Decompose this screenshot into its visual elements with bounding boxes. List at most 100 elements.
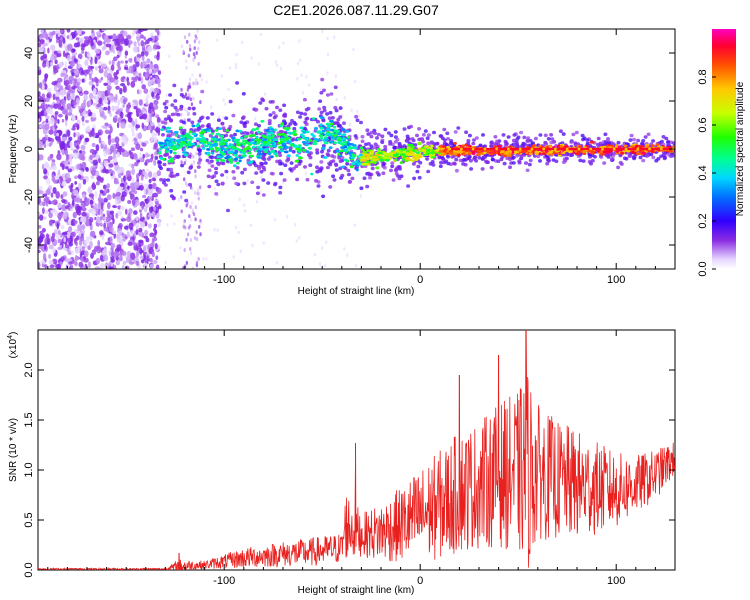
signal-cell: [389, 153, 394, 157]
signal-cell: [456, 126, 461, 130]
signal-cell: [397, 176, 402, 181]
noise-dot: [318, 262, 322, 266]
signal-cell: [525, 138, 530, 143]
signal-cell: [462, 152, 466, 156]
signal-cell: [651, 139, 656, 143]
signal-cell: [295, 154, 299, 157]
noise-dot: [75, 37, 80, 41]
noise-dot: [127, 212, 131, 220]
signal-cell: [546, 137, 551, 141]
signal-cell: [466, 139, 471, 143]
noise-dot: [128, 222, 134, 230]
noise-dot: [72, 48, 76, 52]
signal-cell: [428, 153, 433, 157]
signal-cell: [327, 133, 332, 137]
noise-dot: [97, 239, 101, 248]
signal-cell: [285, 145, 289, 149]
noise-dot: [68, 136, 73, 141]
signal-line-dot: [659, 147, 663, 151]
signal-cell: [414, 149, 419, 153]
signal-cell: [402, 127, 407, 131]
noise-dot: [354, 263, 358, 268]
signal-cell: [270, 172, 275, 176]
noise-dot: [94, 190, 98, 199]
signal-cell: [337, 141, 342, 145]
noise-dot: [218, 115, 221, 119]
signal-cell: [279, 124, 283, 128]
signal-cell: [323, 136, 328, 140]
noise-dot: [128, 42, 131, 48]
noise-dot: [138, 29, 145, 33]
noise-dot: [148, 68, 153, 74]
noise-dot: [48, 129, 54, 135]
signal-cell: [173, 130, 179, 134]
noise-dot: [190, 201, 194, 205]
noise-dot: [183, 35, 187, 40]
signal-cell: [273, 182, 277, 187]
noise-dot: [50, 192, 54, 198]
noise-dot: [62, 191, 68, 197]
signal-cell: [338, 115, 343, 119]
noise-dot: [136, 89, 140, 95]
noise-dot: [119, 60, 124, 64]
noise-dot: [57, 77, 63, 83]
signal-cell: [166, 126, 171, 130]
noise-dot: [194, 190, 197, 195]
signal-cell: [549, 140, 554, 145]
noise-dot: [126, 76, 129, 83]
signal-cell: [160, 128, 165, 132]
noise-dot: [155, 200, 159, 206]
signal-cell: [292, 126, 297, 131]
noise-dot: [102, 216, 107, 220]
signal-cell: [219, 150, 224, 154]
noise-dot: [68, 241, 73, 247]
noise-dot: [60, 176, 63, 184]
signal-cell: [301, 134, 305, 138]
signal-cell: [333, 105, 338, 110]
noise-dot: [66, 258, 73, 262]
noise-dot: [189, 238, 193, 243]
signal-cell: [270, 155, 274, 159]
noise-dot: [61, 231, 68, 236]
signal-cell: [161, 125, 166, 130]
noise-dot: [99, 263, 104, 269]
signal-cell: [666, 140, 671, 145]
signal-cell: [350, 162, 356, 166]
noise-dot: [131, 178, 135, 185]
signal-cell: [412, 176, 417, 181]
signal-cell: [392, 151, 397, 154]
signal-cell: [499, 157, 504, 162]
signal-cell: [410, 137, 415, 141]
noise-dot: [61, 180, 67, 187]
noise-dot: [194, 205, 198, 210]
signal-cell: [334, 108, 339, 113]
noise-dot: [112, 33, 117, 41]
signal-cell: [312, 117, 316, 120]
noise-dot: [127, 241, 133, 246]
noise-dot: [125, 235, 128, 240]
spectrogram-image: [38, 29, 675, 269]
signal-cell: [291, 166, 296, 171]
signal-cell: [389, 168, 393, 173]
signal-cell: [348, 179, 352, 184]
noise-dot: [97, 90, 103, 95]
noise-dot: [45, 139, 49, 147]
signal-cell: [489, 165, 494, 170]
signal-cell: [236, 161, 240, 165]
noise-dot: [60, 72, 66, 77]
noise-dot: [77, 174, 82, 179]
noise-dot: [76, 83, 80, 89]
noise-dot: [188, 32, 191, 37]
signal-cell: [559, 145, 563, 148]
noise-dot: [110, 259, 115, 263]
noise-dot: [43, 83, 48, 90]
noise-dot: [222, 115, 225, 120]
noise-dot: [90, 175, 95, 180]
signal-cell: [363, 162, 368, 166]
noise-dot: [81, 211, 87, 217]
signal-cell: [340, 173, 345, 178]
signal-cell: [294, 164, 299, 168]
signal-cell: [616, 140, 621, 145]
signal-cell: [158, 150, 162, 154]
noise-dot: [56, 38, 59, 44]
